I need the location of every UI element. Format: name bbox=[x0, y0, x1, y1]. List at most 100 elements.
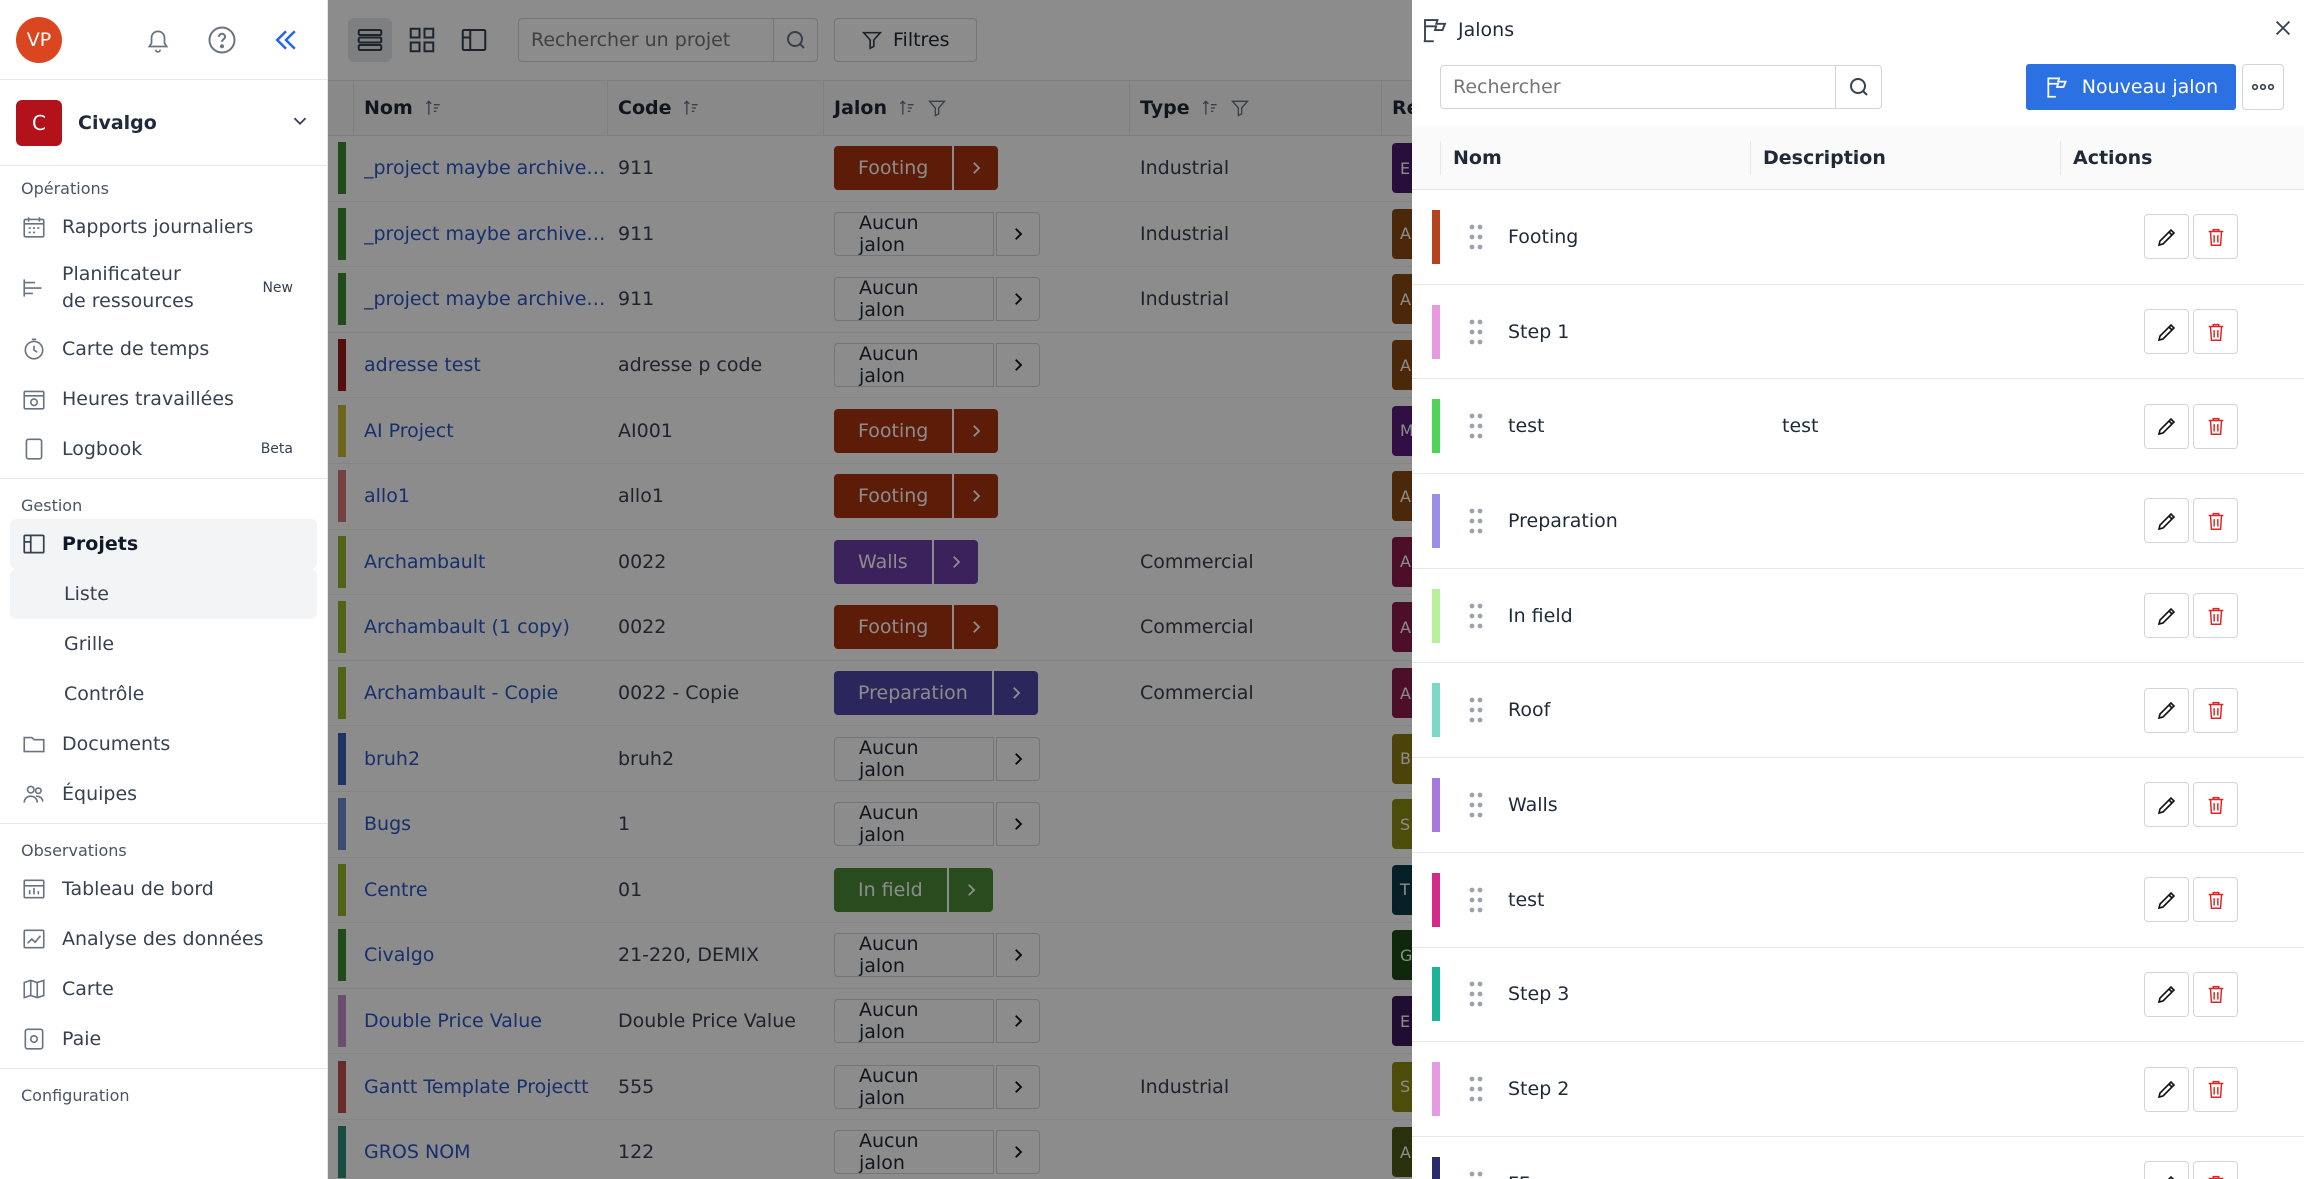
edit-button[interactable] bbox=[2144, 1066, 2189, 1112]
chevron-right-icon[interactable] bbox=[996, 1130, 1040, 1175]
milestone-row[interactable]: Step 1 bbox=[1412, 285, 2304, 380]
milestone-tag[interactable]: Footing bbox=[834, 408, 999, 453]
milestone-row[interactable]: Footing bbox=[1412, 190, 2304, 285]
nav-carte[interactable]: Carte bbox=[0, 964, 327, 1014]
delete-button[interactable] bbox=[2193, 1066, 2238, 1112]
nav-analyse-des-donnees[interactable]: Analyse des données bbox=[0, 914, 327, 964]
drag-handle-icon[interactable] bbox=[1468, 1170, 1484, 1179]
chevron-right-icon[interactable] bbox=[954, 408, 999, 453]
milestone-tag[interactable]: Aucun jalon bbox=[834, 933, 1040, 978]
delete-button[interactable] bbox=[2193, 687, 2238, 733]
nav-controle[interactable]: Contrôle bbox=[64, 683, 145, 705]
edit-button[interactable] bbox=[2144, 498, 2189, 544]
table-row[interactable]: Archambault (1 copy) 0022 Footing Commer… bbox=[328, 595, 2304, 661]
board-view-button[interactable] bbox=[452, 18, 496, 62]
delete-button[interactable] bbox=[2193, 498, 2238, 544]
milestone-tag[interactable]: Aucun jalon bbox=[834, 277, 1040, 322]
edit-button[interactable] bbox=[2144, 687, 2189, 733]
collapse-sidebar-icon[interactable] bbox=[269, 23, 303, 57]
sort-icon[interactable] bbox=[1200, 98, 1220, 118]
milestone-tag[interactable]: Footing bbox=[834, 605, 999, 650]
edit-button[interactable] bbox=[2144, 782, 2189, 828]
milestone-tag[interactable]: Aucun jalon bbox=[834, 211, 1040, 256]
milestone-row[interactable]: Step 2 bbox=[1412, 1042, 2304, 1137]
edit-button[interactable] bbox=[2144, 877, 2189, 923]
table-row[interactable]: _project maybe archived... 911 Aucun jal… bbox=[328, 267, 2304, 333]
edit-button[interactable] bbox=[2144, 309, 2189, 355]
milestone-row[interactable]: Step 3 bbox=[1412, 948, 2304, 1043]
nav-carte-de-temps[interactable]: Carte de temps bbox=[0, 324, 327, 374]
table-row[interactable]: AI Project AI001 Footing M bbox=[328, 398, 2304, 464]
nav-projets[interactable]: Projets bbox=[10, 519, 317, 569]
nav-rapports-journaliers[interactable]: Rapports journaliers bbox=[0, 202, 327, 252]
column-nom[interactable]: Nom bbox=[354, 80, 608, 136]
chevron-right-icon[interactable] bbox=[996, 343, 1040, 388]
milestone-row[interactable]: Preparation bbox=[1412, 474, 2304, 569]
table-row[interactable]: _project maybe archived... 911 Aucun jal… bbox=[328, 202, 2304, 268]
drag-handle-icon[interactable] bbox=[1468, 696, 1484, 724]
drag-handle-icon[interactable] bbox=[1468, 791, 1484, 819]
milestone-tag[interactable]: In field bbox=[834, 867, 993, 912]
table-row[interactable]: Archambault 0022 Walls Commercial A bbox=[328, 530, 2304, 596]
table-row[interactable]: Civalgo 21-220, DEMIX Aucun jalon G bbox=[328, 923, 2304, 989]
chevron-right-icon[interactable] bbox=[996, 802, 1040, 847]
table-row[interactable]: Gantt Template Projectt 555 Aucun jalon … bbox=[328, 1054, 2304, 1120]
column-jalon[interactable]: Jalon bbox=[824, 80, 1130, 136]
edit-button[interactable] bbox=[2144, 214, 2189, 260]
table-row[interactable]: _project maybe archived... 911 Footing I… bbox=[328, 136, 2304, 202]
new-milestone-button[interactable]: Nouveau jalon bbox=[2026, 64, 2236, 110]
column-code[interactable]: Code bbox=[608, 80, 824, 136]
drag-handle-icon[interactable] bbox=[1468, 1075, 1484, 1103]
milestone-row[interactable]: Roof bbox=[1412, 663, 2304, 759]
delete-button[interactable] bbox=[2193, 214, 2238, 260]
milestone-tag[interactable]: Footing bbox=[834, 474, 999, 519]
chevron-right-icon[interactable] bbox=[948, 867, 993, 912]
column-type[interactable]: Type bbox=[1130, 80, 1382, 136]
milestone-search-input[interactable] bbox=[1441, 66, 1835, 108]
milestone-tag[interactable]: Aucun jalon bbox=[834, 802, 1040, 847]
edit-button[interactable] bbox=[2144, 971, 2189, 1017]
delete-button[interactable] bbox=[2193, 782, 2238, 828]
delete-button[interactable] bbox=[2193, 1161, 2238, 1179]
milestone-row[interactable]: Walls bbox=[1412, 758, 2304, 853]
milestone-tag[interactable]: Footing bbox=[834, 146, 999, 191]
bell-icon[interactable] bbox=[141, 23, 175, 57]
chevron-right-icon[interactable] bbox=[996, 736, 1040, 781]
org-switcher[interactable]: C Civalgo bbox=[0, 80, 327, 166]
search-icon[interactable] bbox=[1835, 66, 1881, 108]
chevron-right-icon[interactable] bbox=[954, 474, 999, 519]
filter-icon[interactable] bbox=[1230, 98, 1250, 118]
nav-logbook[interactable]: Logbook Beta bbox=[0, 424, 327, 474]
more-options-button[interactable] bbox=[2242, 64, 2284, 110]
chevron-right-icon[interactable] bbox=[993, 671, 1038, 716]
delete-button[interactable] bbox=[2193, 877, 2238, 923]
milestone-tag[interactable]: Aucun jalon bbox=[834, 1130, 1040, 1175]
chevron-right-icon[interactable] bbox=[996, 933, 1040, 978]
milestone-tag[interactable]: Preparation bbox=[834, 671, 1038, 716]
drag-handle-icon[interactable] bbox=[1468, 318, 1484, 346]
sort-icon[interactable] bbox=[897, 98, 917, 118]
drag-handle-icon[interactable] bbox=[1468, 507, 1484, 535]
nav-documents[interactable]: Documents bbox=[0, 719, 327, 769]
milestone-tag[interactable]: Aucun jalon bbox=[834, 343, 1040, 388]
nav-planificateur[interactable]: Planificateur de ressources New bbox=[0, 252, 327, 324]
edit-button[interactable] bbox=[2144, 593, 2189, 639]
edit-button[interactable] bbox=[2144, 1161, 2189, 1179]
milestone-row[interactable]: test bbox=[1412, 853, 2304, 948]
milestone-row[interactable]: FF ee bbox=[1412, 1137, 2304, 1179]
chevron-right-icon[interactable] bbox=[933, 539, 978, 584]
chevron-right-icon[interactable] bbox=[996, 277, 1040, 322]
chevron-right-icon[interactable] bbox=[996, 211, 1040, 256]
sort-icon[interactable] bbox=[423, 98, 443, 118]
milestone-tag[interactable]: Walls bbox=[834, 539, 978, 584]
filters-button[interactable]: Filtres bbox=[834, 18, 977, 62]
avatar[interactable]: VP bbox=[16, 16, 62, 63]
nav-heures-travaillees[interactable]: Heures travaillées bbox=[0, 374, 327, 424]
milestone-row[interactable]: test test bbox=[1412, 379, 2304, 475]
chevron-right-icon[interactable] bbox=[954, 146, 999, 191]
project-search-input[interactable] bbox=[519, 19, 773, 61]
edit-button[interactable] bbox=[2144, 403, 2189, 449]
table-row[interactable]: allo1 allo1 Footing A bbox=[328, 464, 2304, 530]
delete-button[interactable] bbox=[2193, 971, 2238, 1017]
table-row[interactable]: Double Price Value Double Price Value Au… bbox=[328, 989, 2304, 1055]
